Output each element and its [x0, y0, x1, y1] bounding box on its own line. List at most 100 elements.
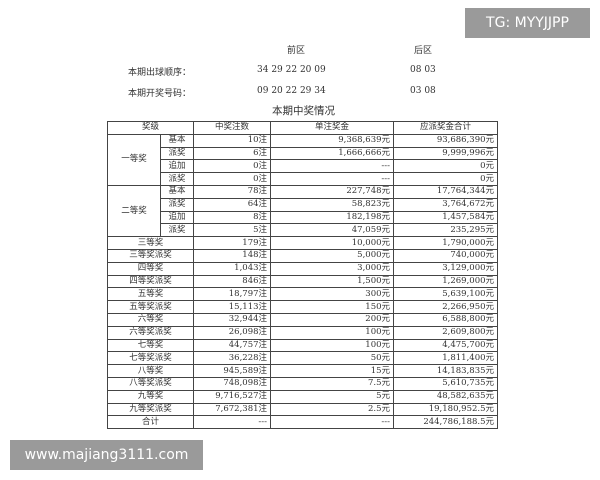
- winning-numbers-front: 09 20 22 29 34: [257, 86, 326, 96]
- watermark-bottom: www.majiang3111.com: [10, 440, 203, 470]
- table-cell: 合计: [106, 415, 195, 430]
- table-cell: 1,457,584元: [393, 210, 499, 225]
- table-cell: 派奖: [159, 172, 195, 186]
- table-cell: 846注: [193, 274, 272, 289]
- table-cell: 8注: [193, 210, 272, 225]
- table-cell: 4,475,700元: [393, 338, 499, 353]
- table-row: 追加 0注 --- 0元: [108, 159, 499, 174]
- table-row: 奖级 中奖注数 单注奖金 应派奖金合计: [106, 121, 499, 135]
- table-cell: 奖级: [106, 121, 195, 135]
- table-cell: 应派奖金合计: [393, 121, 499, 135]
- table-cell: 44,757注: [193, 338, 272, 353]
- table-cell: 一等奖: [107, 133, 161, 186]
- table-cell: 19,180,952.5元: [393, 402, 499, 417]
- table-cell: 150元: [270, 300, 395, 314]
- table-cell: 36,228注: [193, 351, 272, 366]
- table-cell: 三等奖: [106, 236, 195, 250]
- table-row: 追加 8注 182,198元 1,457,584元: [108, 210, 499, 225]
- table-cell: 235,295元: [393, 223, 499, 238]
- table-cell: 78注: [193, 184, 272, 199]
- table-cell: 派奖: [159, 197, 195, 212]
- table-cell: 5元: [270, 389, 395, 404]
- watermark-top: TG: MYYJJPP: [465, 8, 590, 38]
- table-title: 本期中奖情况: [272, 105, 335, 117]
- winning-numbers-back: 03 08: [410, 86, 436, 96]
- table-cell: 追加: [159, 159, 195, 174]
- table-cell: 2.5元: [270, 402, 395, 417]
- table-row: 三等奖 179注 10,000元 1,790,000元: [106, 236, 499, 250]
- table-cell: 9,716,527注: [193, 389, 272, 404]
- table-row: 五等奖 18,797注 300元 5,639,100元: [106, 287, 499, 302]
- table-cell: 1,500元: [270, 274, 395, 289]
- draw-order-back: 08 03: [410, 65, 436, 75]
- front-zone-label: 前区: [287, 46, 306, 56]
- table-cell: 2,609,800元: [393, 325, 499, 340]
- table-cell: 748,098注: [193, 376, 272, 391]
- table-cell: 3,764,672元: [393, 197, 499, 212]
- table-cell: 48,582,635元: [393, 389, 499, 404]
- table-cell: 1,790,000元: [393, 236, 499, 250]
- table-cell: ---: [270, 159, 395, 174]
- table-cell: 八等奖派奖: [106, 376, 195, 391]
- table-cell: 六等奖: [106, 312, 195, 327]
- table-cell: 740,000元: [393, 248, 499, 263]
- prize-table: 奖级 中奖注数 单注奖金 应派奖金合计 一等奖 基本 10注 9,368,639元 93,686…: [106, 121, 499, 430]
- table-cell: 单注奖金: [270, 121, 395, 135]
- table-cell: 64注: [193, 197, 272, 212]
- draw-order-front: 34 29 22 20 09: [257, 65, 326, 75]
- table-cell: 七等奖: [106, 338, 195, 353]
- table-cell: 17,764,344元: [393, 184, 499, 199]
- table-row: 二等奖 基本 78注 227,748元 17,764,344元: [107, 184, 499, 238]
- table-cell: 179注: [193, 236, 272, 250]
- table-cell: 0元: [393, 172, 499, 186]
- back-zone-label: 后区: [414, 46, 433, 56]
- table-row: 七等奖 44,757注 100元 4,475,700元: [106, 338, 499, 353]
- table-cell: 1,811,400元: [393, 351, 499, 366]
- table-cell: 300元: [270, 287, 395, 302]
- table-cell: 0注: [193, 172, 272, 186]
- table-cell: 派奖: [159, 223, 195, 238]
- table-cell: 5注: [193, 223, 272, 238]
- table-cell: 5,610,735元: [393, 376, 499, 391]
- table-row: 三等奖派奖 148注 5,000元 740,000元: [106, 248, 499, 263]
- table-row: 九等奖派奖 7,672,381注 2.5元 19,180,952.5元: [106, 402, 499, 417]
- table-cell: 追加: [159, 210, 195, 225]
- table-cell: 9,999,996元: [393, 146, 499, 161]
- table-cell: 2,266,950元: [393, 300, 499, 314]
- table-cell: 1,043注: [193, 261, 272, 276]
- table-cell: ---: [270, 172, 395, 186]
- table-cell: 5,000元: [270, 248, 395, 263]
- table-row: 派奖 0注 --- 0元: [108, 172, 499, 186]
- table-cell: 14,183,835元: [393, 364, 499, 378]
- table-row: 派奖 6注 1,666,666元 9,999,996元: [108, 146, 499, 161]
- table-cell: 1,269,000元: [393, 274, 499, 289]
- table-cell: 945,589注: [193, 364, 272, 378]
- table-cell: 10,000元: [270, 236, 395, 250]
- table-row: 一等奖 基本 10注 9,368,639元 93,686,390元: [107, 133, 499, 186]
- table-cell: 四等奖派奖: [106, 274, 195, 289]
- table-cell: 六等奖派奖: [106, 325, 195, 340]
- table-cell: 5,639,100元: [393, 287, 499, 302]
- table-cell: 182,198元: [270, 210, 395, 225]
- table-cell: 244,786,188.5元: [393, 415, 499, 430]
- table-cell: 50元: [270, 351, 395, 366]
- table-cell: 九等奖: [106, 389, 195, 404]
- table-cell: 15元: [270, 364, 395, 378]
- table-cell: 58,823元: [270, 197, 395, 212]
- winning-numbers-label: 本期开奖号码：: [128, 89, 192, 99]
- table-cell: 五等奖派奖: [106, 300, 195, 314]
- table-row: 五等奖派奖 15,113注 150元 2,266,950元: [106, 300, 499, 314]
- table-cell: 3,129,000元: [393, 261, 499, 276]
- table-row: 派奖 5注 47,059元 235,295元: [108, 223, 499, 238]
- table-cell: ---: [193, 415, 272, 430]
- table-row: 六等奖派奖 26,098注 100元 2,609,800元: [106, 325, 499, 340]
- table-row: 九等奖 9,716,527注 5元 48,582,635元: [106, 389, 499, 404]
- table-cell: 七等奖派奖: [106, 351, 195, 366]
- table-cell: 227,748元: [270, 184, 395, 199]
- table-cell: 100元: [270, 325, 395, 340]
- table-row: 七等奖派奖 36,228注 50元 1,811,400元: [106, 351, 499, 366]
- table-cell: 3,000元: [270, 261, 395, 276]
- table-row: 八等奖 945,589注 15元 14,183,835元: [106, 364, 499, 378]
- table-cell: 26,098注: [193, 325, 272, 340]
- table-cell: ---: [270, 415, 395, 430]
